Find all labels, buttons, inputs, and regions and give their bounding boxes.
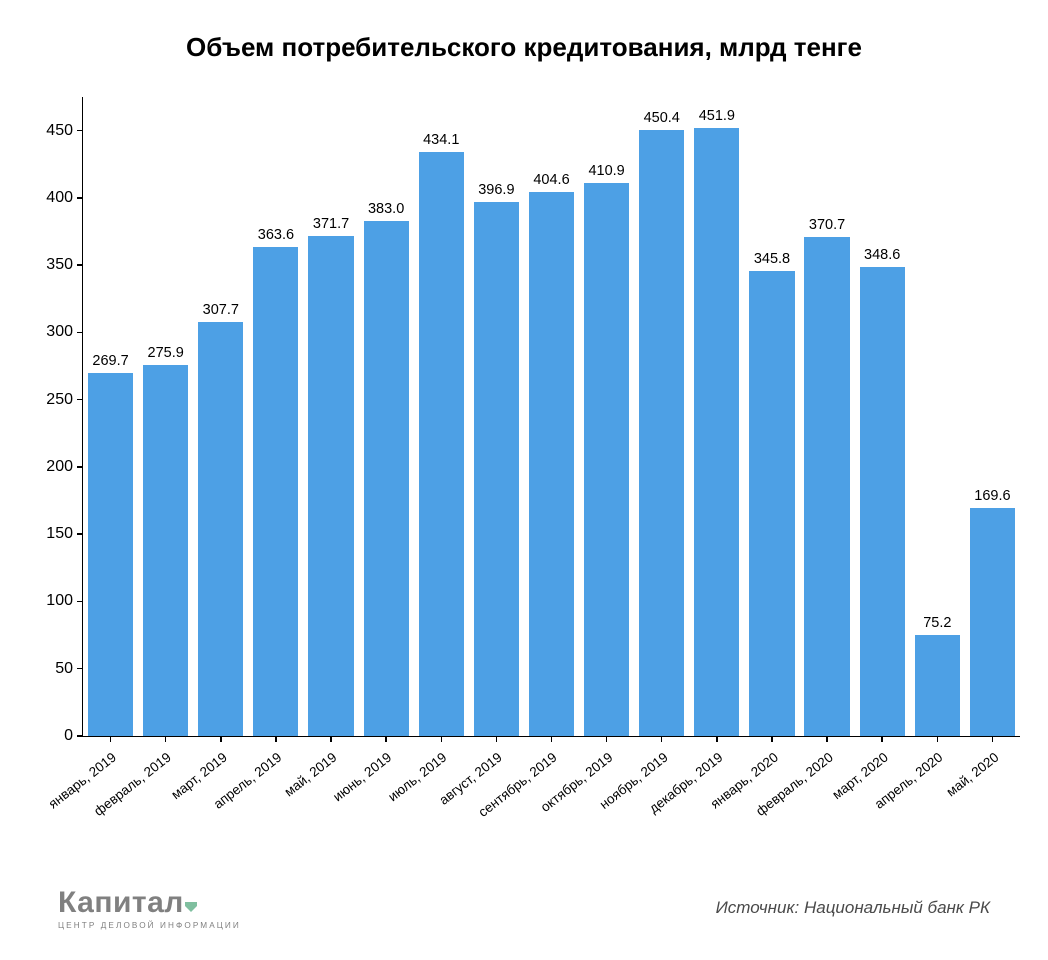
y-tick-label: 0 xyxy=(64,727,83,745)
y-tick-label: 150 xyxy=(46,525,83,543)
bar xyxy=(198,322,243,736)
bar-value-label: 383.0 xyxy=(359,201,414,217)
x-tick-mark xyxy=(496,736,498,742)
bar-slot: 345.8январь, 2020 xyxy=(744,97,799,736)
y-tick-label: 100 xyxy=(46,592,83,610)
publisher-logo: Капитал ЦЕНТР ДЕЛОВОЙ ИНФОРМАЦИИ xyxy=(58,888,241,930)
bar-value-label: 434.1 xyxy=(414,132,469,148)
bar-slot: 348.6март, 2020 xyxy=(855,97,910,736)
y-tick-label: 50 xyxy=(55,660,83,678)
x-tick-mark xyxy=(110,736,112,742)
bar-value-label: 410.9 xyxy=(579,163,634,179)
x-axis-label: июнь, 2019 xyxy=(331,750,395,805)
bar xyxy=(474,202,519,736)
chart-title: Объем потребительского кредитования, млр… xyxy=(28,32,1020,63)
bar xyxy=(804,237,849,736)
logo-wordmark: Капитал xyxy=(58,888,241,918)
x-tick-mark xyxy=(661,736,663,742)
bar-slot: 396.9август, 2019 xyxy=(469,97,524,736)
bar-slot: 370.7февраль, 2020 xyxy=(800,97,855,736)
bar-value-label: 345.8 xyxy=(744,251,799,267)
bar-value-label: 450.4 xyxy=(634,110,689,126)
bar xyxy=(364,221,409,736)
bar xyxy=(860,267,905,736)
bar-value-label: 169.6 xyxy=(965,488,1020,504)
bar-slot: 451.9декабрь, 2019 xyxy=(689,97,744,736)
bar xyxy=(749,271,794,736)
plot-box: 269.7январь, 2019275.9февраль, 2019307.7… xyxy=(82,97,1020,737)
chart-area: 269.7январь, 2019275.9февраль, 2019307.7… xyxy=(28,87,1020,827)
bar-value-label: 451.9 xyxy=(689,108,744,124)
x-tick-mark xyxy=(937,736,939,742)
bar xyxy=(584,183,629,736)
bar-slot: 410.9октябрь, 2019 xyxy=(579,97,634,736)
x-tick-mark xyxy=(992,736,994,742)
bar-slot: 307.7март, 2019 xyxy=(193,97,248,736)
bar-value-label: 269.7 xyxy=(83,353,138,369)
bar xyxy=(639,130,684,736)
bar-value-label: 371.7 xyxy=(303,216,358,232)
bar-slot: 450.4ноябрь, 2019 xyxy=(634,97,689,736)
x-tick-mark xyxy=(716,736,718,742)
x-tick-mark xyxy=(165,736,167,742)
footer: Капитал ЦЕНТР ДЕЛОВОЙ ИНФОРМАЦИИ Источни… xyxy=(28,872,1020,936)
bar-slot: 383.0июнь, 2019 xyxy=(359,97,414,736)
bar-slot: 269.7январь, 2019 xyxy=(83,97,138,736)
bar xyxy=(694,128,739,736)
bars-container: 269.7январь, 2019275.9февраль, 2019307.7… xyxy=(83,97,1020,736)
bar xyxy=(915,635,960,736)
y-tick-label: 400 xyxy=(46,189,83,207)
bar-value-label: 348.6 xyxy=(855,247,910,263)
bar-value-label: 396.9 xyxy=(469,182,524,198)
x-tick-mark xyxy=(385,736,387,742)
x-axis-label: май, 2020 xyxy=(943,750,1001,800)
bar xyxy=(529,192,574,736)
x-tick-mark xyxy=(881,736,883,742)
page: Объем потребительского кредитования, млр… xyxy=(0,0,1048,960)
x-tick-mark xyxy=(220,736,222,742)
y-tick-label: 450 xyxy=(46,122,83,140)
bar xyxy=(970,508,1015,736)
bar-value-label: 370.7 xyxy=(800,217,855,233)
bar-slot: 434.1июль, 2019 xyxy=(414,97,469,736)
bar-value-label: 275.9 xyxy=(138,345,193,361)
bar-value-label: 404.6 xyxy=(524,172,579,188)
bar-slot: 371.7май, 2019 xyxy=(303,97,358,736)
logo-accent-icon xyxy=(185,888,197,918)
x-tick-mark xyxy=(826,736,828,742)
bar xyxy=(419,152,464,736)
source-text: Источник: Национальный банк РК xyxy=(716,898,990,918)
x-tick-mark xyxy=(551,736,553,742)
bar-slot: 75.2апрель, 2020 xyxy=(910,97,965,736)
bar-slot: 363.6апрель, 2019 xyxy=(248,97,303,736)
bar-value-label: 307.7 xyxy=(193,302,248,318)
y-tick-label: 350 xyxy=(46,256,83,274)
bar xyxy=(88,373,133,736)
logo-text: Капитал xyxy=(58,886,184,919)
bar xyxy=(253,247,298,736)
bar-slot: 404.6сентябрь, 2019 xyxy=(524,97,579,736)
y-tick-label: 200 xyxy=(46,458,83,476)
bar-slot: 275.9февраль, 2019 xyxy=(138,97,193,736)
logo-subtitle: ЦЕНТР ДЕЛОВОЙ ИНФОРМАЦИИ xyxy=(58,921,241,930)
bar xyxy=(308,236,353,736)
bar-value-label: 75.2 xyxy=(910,615,965,631)
x-tick-mark xyxy=(606,736,608,742)
y-tick-label: 250 xyxy=(46,391,83,409)
x-tick-mark xyxy=(275,736,277,742)
x-tick-mark xyxy=(771,736,773,742)
bar xyxy=(143,365,188,736)
x-tick-mark xyxy=(330,736,332,742)
bar-value-label: 363.6 xyxy=(248,227,303,243)
y-tick-label: 300 xyxy=(46,323,83,341)
x-tick-mark xyxy=(441,736,443,742)
bar-slot: 169.6май, 2020 xyxy=(965,97,1020,736)
